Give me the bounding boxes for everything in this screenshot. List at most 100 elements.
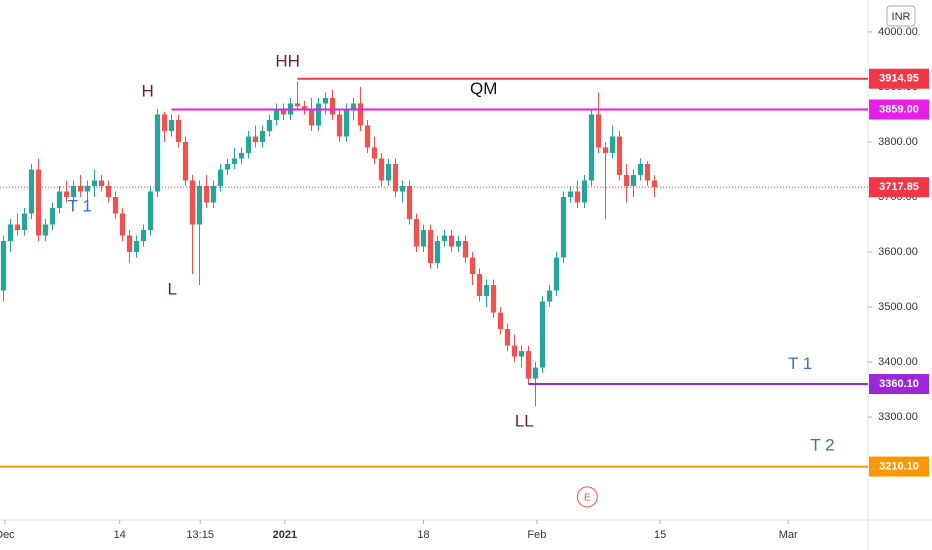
candle-body	[266, 119, 273, 131]
price-label: 3210.10	[879, 460, 919, 472]
candle-body	[560, 196, 567, 258]
candle-body	[189, 180, 196, 225]
candle-body	[231, 158, 238, 164]
candle-body	[406, 185, 413, 220]
candle-body	[140, 230, 147, 242]
candle-body	[553, 257, 560, 291]
candle-body	[112, 196, 119, 214]
candle-body	[336, 114, 343, 137]
y-tick-label: 3500.00	[878, 301, 918, 313]
candle-body	[259, 130, 266, 142]
event-label: E	[584, 493, 591, 504]
y-tick-label: 3400.00	[878, 356, 918, 368]
candle-body	[238, 152, 245, 159]
annotation: HH	[275, 52, 300, 71]
price-label: 3717.85	[879, 181, 919, 193]
candle-body	[385, 163, 392, 181]
candle-body	[476, 274, 483, 297]
candle-body	[182, 141, 189, 181]
price-label-box	[869, 456, 929, 477]
candle-body	[399, 185, 406, 192]
x-tick-label: 2021	[273, 529, 297, 541]
candle-body	[14, 224, 21, 231]
candle-body	[532, 367, 539, 379]
price-label-box	[869, 374, 929, 395]
candle-body	[462, 241, 469, 258]
candle-body	[609, 136, 616, 153]
candle-body	[280, 108, 287, 115]
candle-body	[63, 191, 70, 197]
candle-body	[413, 219, 420, 247]
candle-body	[581, 180, 588, 203]
currency-box	[886, 5, 916, 27]
candle-body	[364, 125, 371, 148]
price-label: 3360.10	[879, 378, 919, 390]
candle-body	[196, 185, 203, 225]
candle-body	[28, 169, 35, 214]
candle-body	[301, 106, 308, 109]
y-tick-label: 4000.00	[878, 26, 918, 38]
candle-body	[434, 241, 441, 264]
annotation: H	[142, 81, 154, 100]
candle-body	[539, 301, 546, 368]
candle-body	[7, 224, 14, 242]
candle-body	[483, 285, 490, 297]
annotation: T 1	[788, 354, 812, 373]
candle-body	[315, 103, 322, 126]
x-tick-label: 18	[417, 529, 429, 541]
candle-body	[448, 235, 455, 247]
candle-body	[427, 230, 434, 264]
candle-body	[308, 108, 315, 126]
candle-body	[357, 103, 364, 126]
candle-body	[371, 147, 378, 159]
candle-body	[490, 285, 497, 313]
candle-body	[35, 169, 42, 236]
candle-body	[567, 191, 574, 197]
candle-body	[133, 241, 140, 253]
candle-body	[105, 185, 112, 197]
candle-body	[623, 174, 630, 186]
candle-body	[273, 108, 280, 120]
x-tick-label: Feb	[527, 529, 546, 541]
candle-body	[504, 329, 511, 346]
x-tick-label: 13:15	[186, 529, 214, 541]
candle-body	[525, 351, 532, 379]
candle-body	[595, 114, 602, 148]
annotation: L	[167, 279, 176, 298]
candle-body	[84, 185, 91, 192]
candle-body	[350, 103, 357, 109]
annotation: LL	[515, 412, 534, 431]
y-tick-label: 3600.00	[878, 246, 918, 258]
candle-body	[49, 208, 56, 225]
candle-body	[322, 97, 329, 104]
candle-body	[175, 119, 182, 142]
candle-body	[70, 185, 77, 197]
candle-body	[294, 103, 301, 107]
x-tick-label: Mar	[779, 529, 798, 541]
currency: INR	[892, 11, 911, 23]
candle-body	[98, 180, 105, 186]
candle-body	[168, 119, 175, 131]
candle-body	[588, 114, 595, 181]
candle-body	[497, 312, 504, 330]
candle-body	[154, 114, 161, 192]
candle-body	[441, 235, 448, 242]
candle-body	[343, 108, 350, 137]
candle-body	[42, 224, 49, 236]
x-tick-label: 14	[114, 529, 126, 541]
y-tick-label: 3800.00	[878, 136, 918, 148]
candle-body	[245, 136, 252, 153]
price-label: 3914.95	[879, 73, 919, 85]
candle-body	[147, 191, 154, 231]
candle-body	[602, 147, 609, 153]
candle-body	[378, 158, 385, 181]
candle-body	[637, 163, 644, 175]
annotation: T 2	[810, 436, 834, 455]
candle-body	[210, 185, 217, 203]
price-label-box	[869, 99, 929, 120]
candle-body	[329, 97, 336, 115]
candle-body	[574, 191, 581, 203]
candle-body	[217, 169, 224, 186]
